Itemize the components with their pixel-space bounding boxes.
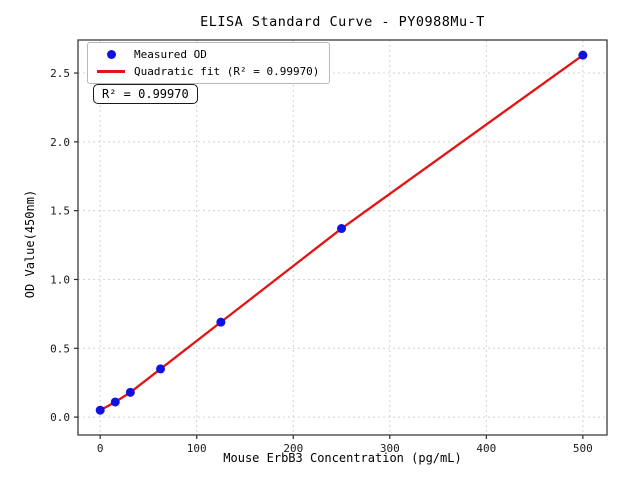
x-tick-label: 100 (187, 442, 207, 455)
x-tick-label: 400 (476, 442, 496, 455)
legend-label-measured-od: Measured OD (134, 48, 207, 61)
y-tick-label: 0.5 (50, 342, 70, 355)
x-tick-label: 300 (380, 442, 400, 455)
r-squared-annotation: R² = 0.99970 (93, 84, 198, 104)
data-point (578, 50, 588, 60)
scatter-dot-marker-icon (106, 50, 116, 59)
data-point (156, 364, 166, 374)
axes-frame (77, 39, 608, 436)
chart-title: ELISA Standard Curve - PY0988Mu-T (200, 14, 485, 30)
y-tick-label: 1.0 (50, 273, 70, 286)
data-point (95, 405, 105, 415)
legend-label-quadratic-fit: Quadratic fit (R² = 0.99970) (134, 65, 320, 78)
data-point (110, 397, 120, 407)
y-tick-label: 0.0 (50, 411, 70, 424)
fit-line-marker-icon (97, 70, 125, 73)
data-point (125, 387, 135, 397)
legend-marker-cell (96, 50, 126, 59)
legend-item-measured-od: Measured OD (96, 48, 319, 61)
y-tick-label: 1.5 (50, 205, 70, 218)
y-tick-label: 2.5 (50, 67, 70, 80)
data-point (216, 317, 226, 327)
data-point (337, 224, 347, 234)
legend-marker-cell (96, 70, 126, 73)
x-tick-label: 0 (97, 442, 104, 455)
y-tick-label: 2.0 (50, 136, 70, 149)
legend: Measured OD Quadratic fit (R² = 0.99970) (87, 42, 331, 84)
x-axis-label: Mouse ErbB3 Concentration (pg/mL) (223, 451, 462, 465)
x-tick-label: 200 (283, 442, 303, 455)
x-tick-label: 500 (573, 442, 593, 455)
legend-item-quadratic-fit: Quadratic fit (R² = 0.99970) (96, 65, 319, 78)
y-axis-label: OD Value(450nm) (23, 189, 37, 299)
